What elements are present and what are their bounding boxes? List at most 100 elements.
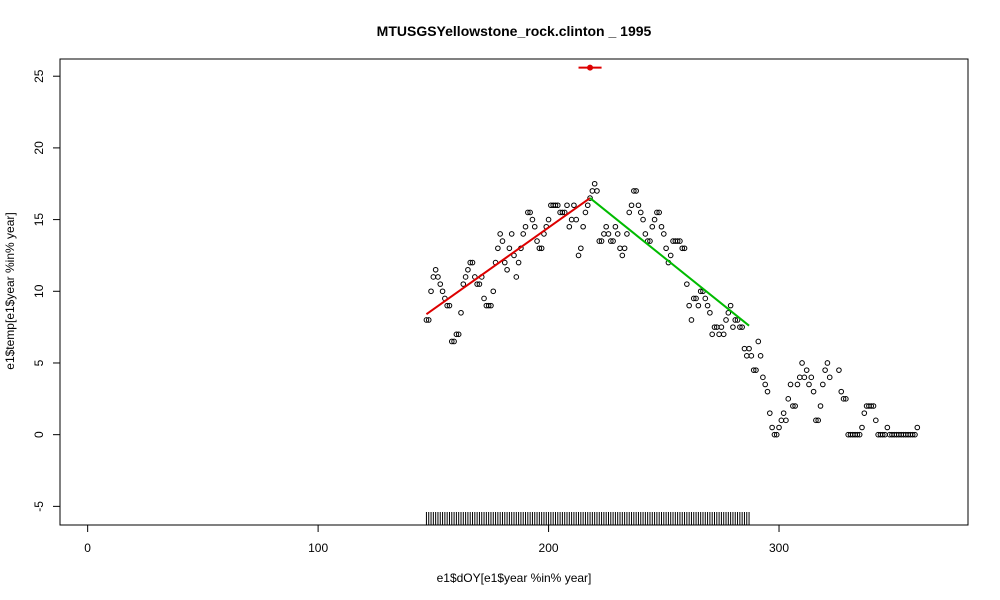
data-point: [603, 223, 609, 230]
data-point: [607, 238, 614, 244]
x-tick-label: 0: [84, 541, 91, 555]
data-point: [610, 238, 616, 244]
data-point: [520, 231, 527, 237]
data-point: [485, 302, 492, 309]
data-point: [508, 231, 515, 237]
data-point: [771, 431, 778, 438]
data-point: [458, 309, 464, 316]
data-point: [460, 281, 467, 287]
data-point: [868, 403, 875, 409]
y-tick-label: 10: [32, 284, 46, 298]
data-point: [633, 188, 639, 194]
data-point: [801, 374, 808, 381]
data-point: [578, 245, 584, 252]
data-point: [822, 367, 828, 373]
data-point: [474, 281, 480, 287]
x-tick-label: 300: [769, 541, 789, 555]
data-point: [723, 317, 729, 323]
data-point: [640, 216, 646, 223]
data-point: [912, 431, 918, 438]
data-point: [704, 302, 711, 309]
data-point: [469, 259, 476, 266]
data-point: [679, 245, 686, 252]
data-point: [769, 424, 775, 431]
data-point: [626, 209, 633, 216]
data-point: [684, 281, 690, 287]
data-point: [594, 188, 600, 194]
data-point: [451, 338, 457, 345]
data-point: [767, 410, 773, 416]
x-axis-label: e1$dOY[e1$year %in% year]: [437, 571, 592, 585]
data-point: [573, 216, 580, 223]
data-point: [760, 374, 766, 381]
data-point: [667, 252, 674, 259]
data-point: [843, 396, 849, 402]
data-point: [873, 417, 879, 424]
data-point: [462, 274, 469, 280]
data-point: [448, 338, 455, 345]
data-point: [681, 245, 688, 252]
data-point: [780, 410, 787, 416]
data-point: [806, 381, 812, 388]
data-point: [764, 388, 771, 395]
data-point: [810, 388, 817, 395]
data-point: [439, 288, 446, 295]
data-point: [748, 353, 755, 359]
data-point: [884, 424, 891, 431]
data-point: [785, 396, 792, 402]
chart-title: MTUSGSYellowstone_rock.clinton _ 1995: [377, 23, 652, 39]
data-point: [446, 302, 453, 309]
data-point: [587, 195, 593, 201]
data-point: [787, 381, 794, 388]
data-point: [621, 245, 628, 252]
data-point: [840, 396, 847, 402]
data-point: [637, 209, 644, 216]
data-point: [605, 231, 612, 237]
data-point: [582, 209, 589, 216]
data-point: [437, 281, 444, 287]
data-point: [453, 331, 460, 338]
data-point: [649, 223, 656, 230]
data-point: [702, 295, 709, 302]
data-point: [803, 367, 810, 373]
data-point: [476, 281, 483, 287]
data-point: [522, 223, 529, 230]
data-point: [718, 324, 725, 330]
data-point: [815, 417, 822, 424]
data-point: [794, 381, 801, 388]
data-point: [663, 245, 669, 252]
data-point: [432, 266, 439, 273]
data-point: [820, 381, 826, 388]
data-point: [428, 288, 434, 295]
data-point: [790, 403, 796, 409]
data-point: [707, 309, 713, 316]
data-point: [531, 223, 538, 230]
data-point: [826, 374, 833, 381]
falling-fit-line: [589, 197, 750, 327]
plot-frame: [59, 58, 969, 526]
data-point: [552, 202, 559, 209]
data-point: [737, 324, 743, 330]
data-point: [566, 223, 573, 230]
data-point: [527, 209, 533, 216]
data-point: [753, 367, 759, 373]
data-point: [545, 216, 552, 223]
data-point: [658, 223, 665, 230]
data-point: [739, 324, 745, 330]
data-point: [465, 266, 471, 273]
data-point: [435, 274, 441, 280]
data-point: [513, 274, 520, 280]
data-point: [571, 202, 577, 209]
data-point: [674, 238, 681, 244]
data-point: [497, 231, 503, 237]
data-point: [647, 238, 653, 244]
peak-marker: [587, 64, 594, 71]
data-point: [612, 223, 619, 230]
data-point: [584, 202, 591, 209]
data-point: [799, 360, 805, 366]
data-point: [711, 324, 718, 330]
data-point: [686, 302, 692, 309]
data-point: [642, 231, 649, 237]
data-point: [773, 431, 780, 438]
